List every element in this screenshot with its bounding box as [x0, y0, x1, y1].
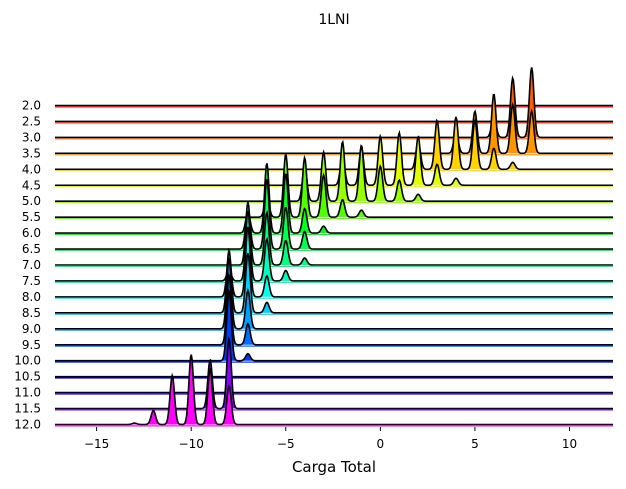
ridge-7.0	[55, 201, 613, 267]
ridge-5.0	[55, 139, 613, 204]
x-tick-label: −5	[277, 437, 295, 451]
row-labels-layer: 2.02.5 3.0 3.5 4.0 4.5 5.0 5.5 6.0 6.5 7.0 7.5 8.0 8…	[14, 99, 41, 432]
ridge-2.5	[55, 120, 613, 124]
ridge-6.5	[55, 179, 613, 252]
x-tick-label: 5	[471, 437, 479, 451]
row-label-9.0: 9.0	[22, 322, 41, 336]
row-label-2.0: 2.0	[22, 99, 41, 113]
row-label-12.0: 12.0	[14, 418, 41, 432]
ridge-8.5	[55, 247, 613, 315]
ridge-5.5	[55, 154, 613, 220]
row-label-5.0: 5.0	[22, 194, 41, 208]
x-axis-label: Carga Total	[292, 458, 376, 476]
ridge-8.0	[55, 226, 613, 299]
ridge-outline-3.5	[55, 93, 613, 155]
ridge-4.5	[55, 129, 613, 188]
row-label-2.5: 2.5	[22, 114, 41, 128]
row-label-6.5: 6.5	[22, 242, 41, 256]
row-label-6.0: 6.0	[22, 226, 41, 240]
ridge-outline-4.5	[55, 129, 613, 187]
row-label-5.5: 5.5	[22, 210, 41, 224]
ridge-outline-5.5	[55, 154, 613, 218]
ridge-outline-9.5	[55, 272, 613, 346]
ridge-11.5	[55, 336, 613, 411]
ridge-fill-10.0	[55, 291, 613, 361]
ridge-outline-6.0	[55, 163, 613, 234]
ridge-outline-5.0	[55, 139, 613, 203]
row-label-7.0: 7.0	[22, 258, 41, 272]
row-label-10.5: 10.5	[14, 370, 41, 384]
chart-title: 1LNI	[318, 12, 349, 28]
ridge-11.0	[55, 391, 613, 395]
ridge-outline-10.0	[55, 288, 613, 362]
row-label-3.5: 3.5	[22, 146, 41, 160]
ridges-layer	[55, 67, 613, 427]
ridge-3.0	[55, 67, 613, 140]
ridge-10.5	[55, 375, 613, 379]
x-tick-label: 0	[377, 437, 385, 451]
ridge-fill-9.0	[55, 259, 613, 329]
row-label-11.5: 11.5	[14, 402, 41, 416]
ridge-outline-6.5	[55, 179, 613, 250]
row-label-7.5: 7.5	[22, 274, 41, 288]
ridge-outline-9.0	[55, 256, 613, 330]
ridge-2.0	[55, 104, 613, 108]
ridge-fill-6.5	[55, 179, 613, 250]
ridge-outline-3.0	[55, 67, 613, 139]
ridge-10.0	[55, 288, 613, 363]
ridge-fill-6.0	[55, 163, 613, 234]
ridge-outline-4.0	[55, 116, 613, 171]
x-ticks-layer: −15 −10 −5 0 5 10	[84, 427, 577, 451]
ridge-outline-11.5	[55, 336, 613, 410]
ridge-outline-8.0	[55, 226, 613, 298]
row-label-8.5: 8.5	[22, 306, 41, 320]
row-label-4.0: 4.0	[22, 162, 41, 176]
row-label-11.0: 11.0	[14, 386, 41, 400]
row-label-10.0: 10.0	[14, 354, 41, 368]
row-label-8.0: 8.0	[22, 290, 41, 304]
x-tick-label: −10	[179, 437, 204, 451]
ridge-outline-7.0	[55, 201, 613, 266]
ridge-outline-7.5	[55, 210, 613, 282]
x-tick-label: 10	[562, 437, 577, 451]
row-label-9.5: 9.5	[22, 338, 41, 352]
ridge-7.5	[55, 210, 613, 283]
ridge-9.0	[55, 256, 613, 331]
ridge-outline-8.5	[55, 247, 613, 314]
ridge-fill-11.5	[55, 338, 613, 409]
ridge-6.0	[55, 163, 613, 236]
ridge-4.0	[55, 116, 613, 172]
ridge-12.0	[55, 354, 613, 427]
x-tick-label: −15	[84, 437, 109, 451]
row-label-4.5: 4.5	[22, 178, 41, 192]
ridge-outline-12.0	[55, 354, 613, 426]
ridge-fill-8.0	[55, 226, 613, 297]
row-label-3.0: 3.0	[22, 130, 41, 144]
ridge-9.5	[55, 272, 613, 347]
ridge-fill-9.5	[55, 275, 613, 345]
ridge-fill-12.0	[55, 354, 613, 425]
ridge-fill-7.5	[55, 210, 613, 281]
